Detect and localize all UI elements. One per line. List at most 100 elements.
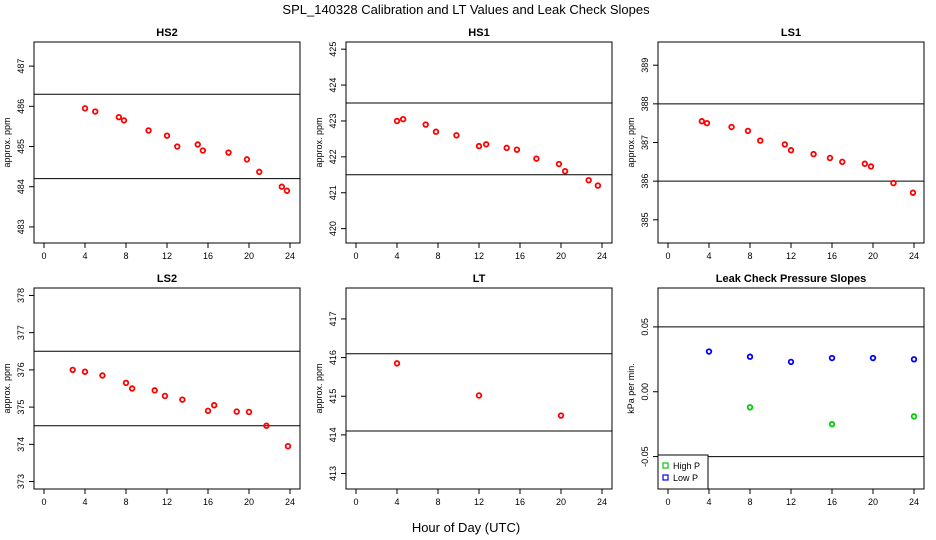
legend: High P Low P (657, 454, 709, 490)
y-tick-label: 424 (328, 78, 338, 93)
data-point (120, 117, 128, 124)
x-tick-label: 16 (515, 251, 525, 261)
data-point (787, 147, 795, 154)
y-tick-label: 485 (16, 139, 26, 154)
y-axis-label: kPa per min. (626, 363, 636, 414)
data-point (910, 413, 918, 420)
series-points (81, 105, 291, 194)
data-point (128, 385, 136, 392)
data-point (278, 183, 285, 190)
data-point (594, 182, 602, 189)
x-tick-label: 12 (474, 497, 484, 507)
y-tick-label: 484 (16, 179, 26, 194)
x-tick-label: 20 (868, 497, 878, 507)
data-point (561, 168, 569, 175)
data-point (151, 387, 158, 394)
data-point (475, 142, 483, 150)
x-tick-label: 4 (706, 251, 711, 261)
x-tick-label: 4 (706, 497, 711, 507)
data-point (910, 356, 918, 363)
data-point (453, 132, 460, 139)
y-axis-label: approx. ppm (2, 117, 12, 167)
x-tick-label: 8 (435, 251, 440, 261)
x-tick-label: 8 (747, 251, 752, 261)
chart-title: LT (473, 273, 486, 285)
x-tick-label: 0 (665, 497, 670, 507)
plot-frame (33, 287, 301, 490)
data-point (503, 144, 510, 152)
data-point (245, 408, 253, 416)
series-low-p (705, 348, 918, 366)
data-point (284, 442, 292, 450)
data-point (174, 143, 181, 150)
data-point (92, 108, 99, 115)
x-tick-label: 12 (786, 497, 796, 507)
x-tick-label: 0 (41, 251, 46, 261)
y-axis-label: approx. ppm (314, 363, 324, 413)
data-point (69, 366, 76, 374)
chart-panel: LT approx. ppm 0 4 8 12 16 20 24 413 414 415 416 417 (314, 273, 613, 507)
chart-title: HS2 (156, 27, 177, 39)
data-point (555, 160, 563, 168)
x-tick-label: 4 (82, 497, 87, 507)
x-tick-label: 8 (123, 251, 128, 261)
legend-label: Low P (673, 473, 698, 483)
y-tick-label: 378 (16, 288, 26, 303)
series-points (69, 366, 292, 450)
data-point (513, 146, 521, 153)
y-tick-label: 386 (640, 174, 650, 189)
chart-panel: LS1 approx. ppm 0 4 8 12 16 20 24 385 386 387 388 389 (626, 27, 925, 261)
chart-panel: Leak Check Pressure Slopes kPa per min. 0 4… (626, 273, 925, 507)
data-point (179, 396, 186, 403)
data-point (399, 115, 407, 123)
x-tick-label: 16 (515, 497, 525, 507)
y-tick-label: 385 (640, 212, 650, 227)
data-point (698, 118, 706, 125)
y-tick-label: 374 (16, 437, 26, 452)
y-axis-label: approx. ppm (314, 117, 324, 167)
data-point (163, 132, 171, 139)
data-point (263, 422, 270, 429)
x-tick-label: 16 (827, 251, 837, 261)
chart-title: LS2 (157, 273, 177, 285)
data-point (81, 105, 89, 112)
data-point (867, 163, 875, 170)
y-tick-label: 387 (640, 135, 650, 150)
x-tick-label: 24 (909, 251, 919, 261)
y-tick-label: 376 (16, 362, 26, 377)
data-point (422, 121, 429, 128)
y-tick-label: 416 (328, 350, 338, 365)
x-tick-label: 20 (868, 251, 878, 261)
data-point (826, 154, 834, 162)
x-tick-label: 4 (82, 251, 87, 261)
plot-frame (33, 41, 301, 244)
legend-label: High P (673, 461, 700, 471)
data-point (482, 141, 490, 148)
x-tick-label: 12 (786, 251, 796, 261)
data-point (828, 420, 836, 428)
y-axis-label: approx. ppm (2, 363, 12, 413)
figure-title: SPL_140328 Calibration and LT Values and… (282, 2, 650, 17)
x-tick-label: 0 (41, 497, 46, 507)
data-point (744, 127, 752, 135)
data-point (703, 119, 711, 127)
data-point (705, 348, 713, 355)
data-point (243, 156, 251, 163)
data-point (283, 187, 291, 194)
y-tick-label: -0.05 (640, 446, 650, 467)
legend-box (657, 454, 709, 490)
y-tick-label: 414 (328, 427, 338, 442)
x-tick-label: 8 (123, 497, 128, 507)
data-point (810, 150, 817, 158)
x-tick-label: 16 (203, 251, 213, 261)
x-tick-label: 12 (162, 497, 172, 507)
y-tick-label: 486 (16, 99, 26, 114)
y-tick-label: 375 (16, 400, 26, 415)
x-tick-label: 0 (665, 251, 670, 261)
x-tick-label: 8 (747, 497, 752, 507)
x-tick-label: 4 (394, 497, 399, 507)
series-points (393, 360, 565, 419)
x-tick-label: 24 (909, 497, 919, 507)
data-point (145, 127, 152, 134)
